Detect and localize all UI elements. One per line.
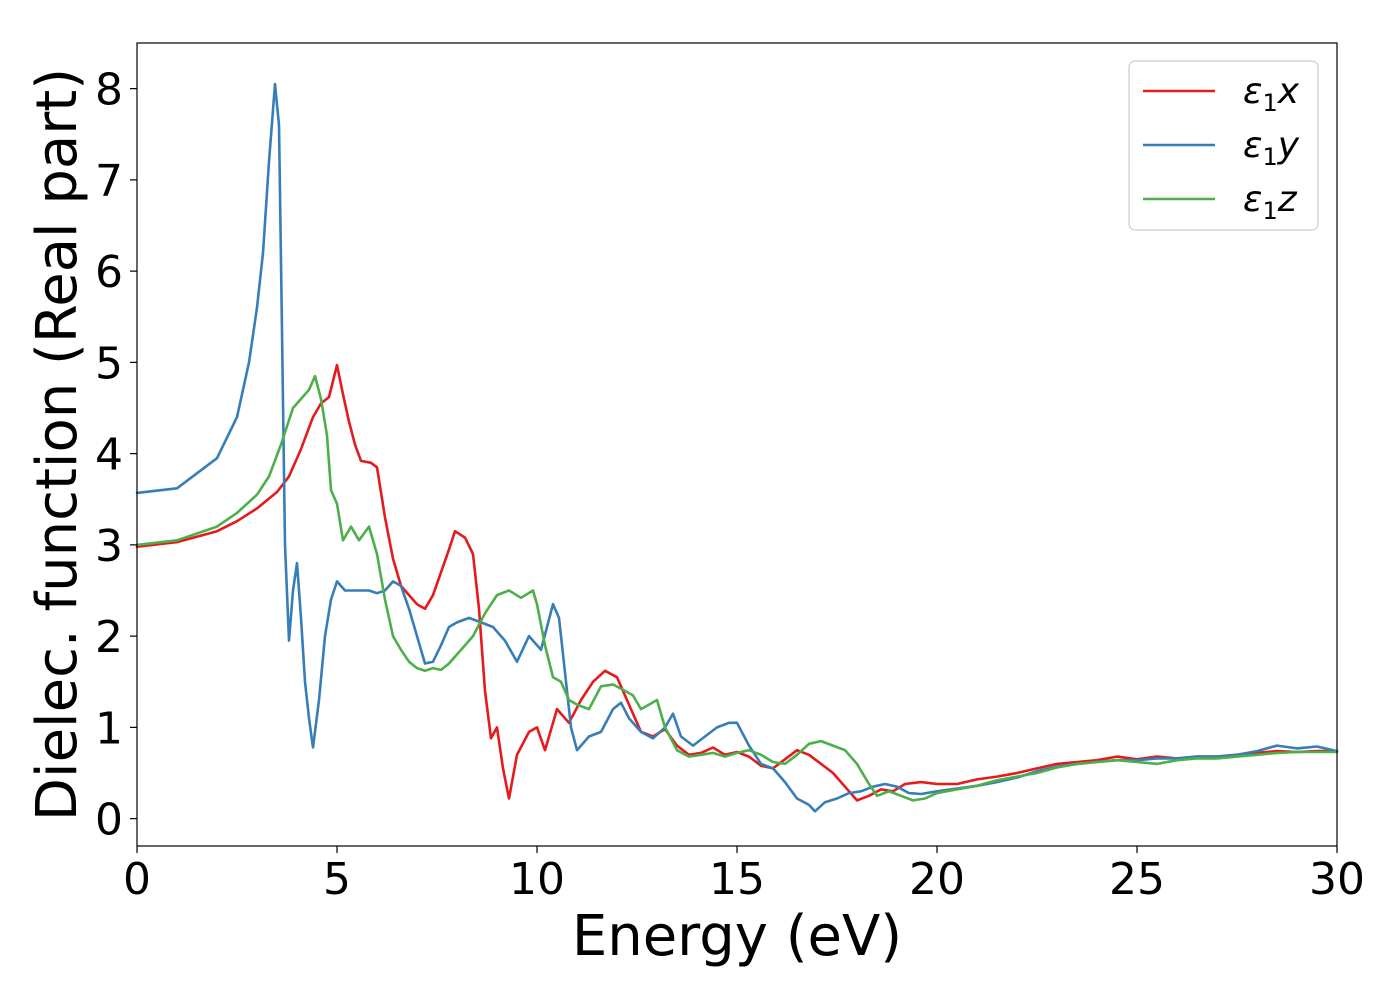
legend-box	[1128, 60, 1319, 231]
legend: ε1x ε1y ε1z	[1128, 60, 1319, 231]
y-tick-label: 1	[95, 703, 123, 754]
x-tick-label: 0	[123, 854, 151, 905]
x-tick-label: 25	[1109, 854, 1165, 905]
y-tick-label: 5	[95, 338, 123, 389]
y-tick-label: 2	[95, 612, 123, 663]
x-axis: 0 5 10 15 20 25 30	[123, 846, 1365, 905]
y-axis: 0 1 2 3 4 5 6 7 8	[95, 65, 137, 846]
x-tick-label: 10	[509, 854, 565, 905]
y-tick-label: 7	[95, 156, 123, 207]
series-line-z	[135, 374, 1339, 802]
x-tick-label: 30	[1309, 854, 1365, 905]
y-tick-label: 0	[95, 795, 123, 846]
legend-entry-z: ε1z	[1243, 179, 1298, 225]
x-tick-label: 15	[709, 854, 765, 905]
y-axis-title: Dielec. function (Real part)	[25, 68, 90, 821]
x-tick-label: 5	[323, 854, 351, 905]
y-tick-label: 4	[95, 430, 123, 481]
y-tick-label: 3	[95, 521, 123, 572]
x-tick-label: 20	[909, 854, 965, 905]
series-line-y	[135, 82, 1339, 813]
legend-entry-x: ε1x	[1243, 71, 1300, 117]
legend-entry-y: ε1y	[1243, 125, 1300, 171]
series-layer	[135, 82, 1339, 813]
x-axis-title: Energy (eV)	[572, 904, 902, 969]
y-tick-label: 6	[95, 247, 123, 298]
y-tick-label: 8	[95, 65, 123, 116]
